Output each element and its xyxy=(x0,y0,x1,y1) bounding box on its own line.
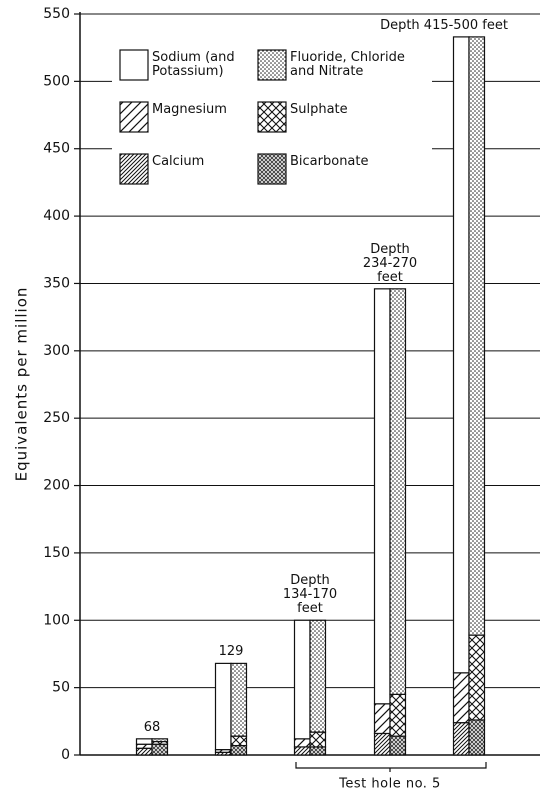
legend-swatch xyxy=(119,153,149,185)
legend-swatch xyxy=(257,153,287,185)
legend-swatch xyxy=(119,49,149,81)
bar-segment xyxy=(389,288,407,695)
y-tick-label: 500 xyxy=(43,73,70,89)
legend-label: Bicarbonate xyxy=(290,155,369,169)
legend-label-box: Magnesium xyxy=(152,103,227,117)
legend-label: Magnesium xyxy=(152,103,227,117)
bar-segment xyxy=(135,738,153,745)
legend-swatch xyxy=(257,101,287,133)
category-label-box: Depth 415-500 feet xyxy=(380,18,508,33)
bar-segment xyxy=(293,738,311,748)
category-label-box: 68 xyxy=(143,720,161,735)
category-label: Depth 134-170 feet xyxy=(282,574,338,617)
bar-segment xyxy=(468,36,486,636)
bar-segment xyxy=(309,746,327,756)
category-label-box: Depth 134-170 feet xyxy=(282,574,338,617)
legend-swatch xyxy=(257,49,287,81)
legend-label-box: Bicarbonate xyxy=(290,155,369,169)
y-tick-label: 400 xyxy=(43,208,70,224)
bar-segment xyxy=(373,703,391,735)
category-label: Depth 234-270 feet xyxy=(362,242,418,285)
bar-segment xyxy=(214,662,232,751)
bar-segment xyxy=(230,735,248,747)
bar-segment xyxy=(468,719,486,756)
legend-label: Fluoride, Chloride and Nitrate xyxy=(290,51,405,79)
legend-label: Calcium xyxy=(152,155,205,169)
bar-segment xyxy=(309,619,327,733)
legend-label-box: Sulphate xyxy=(290,103,348,117)
y-tick-label: 450 xyxy=(43,141,70,157)
legend-label-box: Sodium (and Potassium) xyxy=(152,51,235,79)
bar-segment xyxy=(389,693,407,737)
y-tick-label: 0 xyxy=(61,747,70,763)
category-label: Depth 415-500 feet xyxy=(380,18,508,33)
legend-label-box: Fluoride, Chloride and Nitrate xyxy=(290,51,405,79)
category-label-box: Depth 234-270 feet xyxy=(362,242,418,285)
legend-swatch xyxy=(119,101,149,133)
y-tick-label: 550 xyxy=(43,6,70,22)
category-label: 129 xyxy=(218,645,244,660)
bar-segment xyxy=(452,672,470,724)
bar-segment xyxy=(293,619,311,740)
y-tick-label: 200 xyxy=(43,478,70,494)
bar-segment xyxy=(230,662,248,737)
y-tick-label: 300 xyxy=(43,343,70,359)
y-tick-label: 250 xyxy=(43,410,70,426)
bar-segment xyxy=(468,634,486,721)
bar-segment xyxy=(135,743,153,749)
y-tick-label: 50 xyxy=(52,680,70,696)
category-label-box: 129 xyxy=(218,645,244,660)
bar-segment xyxy=(373,732,391,756)
bar-segment xyxy=(293,746,311,756)
y-tick-label: 150 xyxy=(43,545,70,561)
legend-label-box: Calcium xyxy=(152,155,205,169)
bar-segment xyxy=(389,735,407,756)
bar-segment xyxy=(230,744,248,756)
bar-segment xyxy=(151,738,169,743)
bar-segment xyxy=(309,731,327,748)
y-axis-label: Equivalents per million xyxy=(13,287,31,482)
bar-segment xyxy=(373,288,391,705)
bar-segment xyxy=(135,747,153,756)
legend-label: Sulphate xyxy=(290,103,348,117)
bar-segment xyxy=(151,743,169,756)
category-label: 68 xyxy=(143,720,161,735)
y-tick-label: 350 xyxy=(43,275,70,291)
annotation: Test hole no. 5 xyxy=(338,777,441,792)
bar-segment xyxy=(452,36,470,674)
y-tick-label: 100 xyxy=(43,612,70,628)
legend-label: Sodium (and Potassium) xyxy=(152,51,235,79)
bar-segment xyxy=(452,722,470,756)
bracket xyxy=(295,762,487,772)
